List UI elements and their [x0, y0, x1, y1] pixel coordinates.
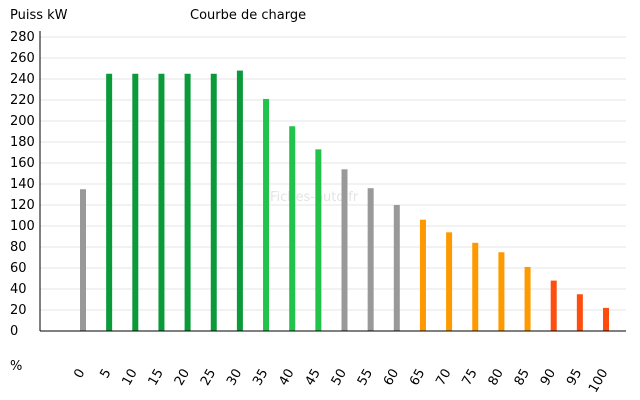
- axis-layer: [39, 31, 626, 332]
- x-tick-labels: 0 5 10 15 20 25 30 35 40 45 50 55 60 65 70 75 80 85 90 95 10…: [71, 367, 611, 396]
- y-tick-label: 240: [10, 72, 35, 87]
- x-tick-label: 50: [329, 367, 350, 389]
- x-tick-label: 100: [586, 367, 611, 396]
- grid-layer: [40, 36, 626, 311]
- y-tick-label: 160: [10, 156, 35, 171]
- x-tick-label: 30: [224, 367, 245, 389]
- bar: [158, 73, 165, 331]
- y-tick-label: 120: [10, 198, 35, 213]
- bar: [472, 242, 479, 331]
- bar: [603, 307, 609, 331]
- y-tick-label: 280: [10, 30, 35, 45]
- bar: [524, 266, 531, 331]
- bar: [289, 126, 296, 331]
- x-tick-label: 60: [381, 367, 402, 389]
- bar: [106, 73, 113, 331]
- x-tick-label: 10: [120, 367, 141, 389]
- y-axis-label: Puiss kW: [10, 8, 68, 23]
- bar: [367, 188, 374, 331]
- y-tick-label: 40: [10, 282, 27, 297]
- bar: [184, 73, 191, 331]
- bar: [498, 252, 505, 331]
- x-tick-label: 45: [303, 367, 324, 389]
- x-tick-label: 80: [486, 367, 507, 389]
- y-tick-label: 20: [10, 303, 27, 318]
- x-tick-label: 85: [512, 367, 533, 389]
- x-tick-label: 20: [172, 367, 193, 389]
- y-tick-label: 80: [10, 240, 27, 255]
- y-tick-label: 100: [10, 219, 35, 234]
- bar: [80, 189, 86, 331]
- bar: [419, 219, 426, 331]
- x-tick-label: 35: [250, 367, 271, 389]
- y-tick-label: 180: [10, 135, 35, 150]
- x-tick-label: 5: [97, 367, 114, 382]
- bar: [210, 73, 217, 331]
- bar: [393, 205, 400, 331]
- bar: [132, 73, 139, 331]
- y-tick-label: 260: [10, 51, 35, 66]
- y-tick-labels: 0 20 40 60 80 100 120 140 160 180 200 220 240 260 280: [10, 30, 35, 339]
- x-tick-label: 40: [276, 367, 297, 389]
- y-tick-label: 200: [10, 114, 35, 129]
- x-tick-label: 25: [198, 367, 219, 389]
- y-tick-label: 0: [10, 324, 18, 339]
- bar: [576, 294, 583, 331]
- bar: [315, 149, 322, 331]
- x-tick-label: 0: [71, 367, 88, 382]
- x-tick-label: 55: [355, 367, 376, 389]
- bar: [236, 70, 243, 331]
- bar: [263, 98, 270, 331]
- x-tick-label: 70: [433, 367, 454, 389]
- bar: [341, 169, 348, 331]
- chart-title: Courbe de charge: [190, 8, 306, 23]
- x-tick-label: 95: [564, 367, 585, 389]
- x-axis-label: %: [10, 359, 22, 374]
- y-tick-label: 220: [10, 93, 35, 108]
- x-tick-label: 75: [459, 367, 480, 389]
- x-tick-label: 15: [146, 367, 167, 389]
- bar-layer: [80, 70, 609, 331]
- bar: [446, 232, 453, 331]
- y-tick-label: 140: [10, 177, 35, 192]
- x-tick-label: 90: [538, 367, 559, 389]
- x-tick-label: 65: [407, 367, 428, 389]
- bar: [550, 280, 557, 331]
- y-tick-label: 60: [10, 261, 27, 276]
